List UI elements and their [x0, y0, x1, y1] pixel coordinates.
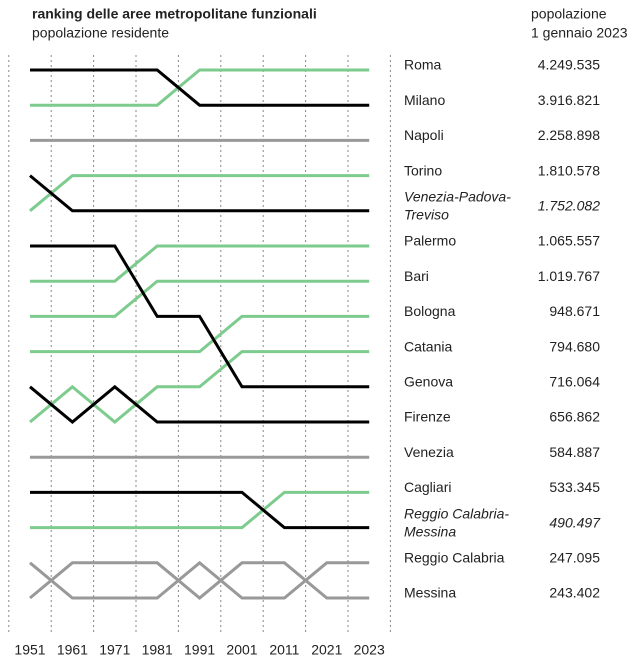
rank-line	[30, 244, 370, 283]
population-label: 247.095	[549, 550, 600, 566]
series-label: Messina	[404, 585, 456, 601]
series-label: Roma	[404, 57, 442, 73]
population-label: 2.258.898	[538, 127, 600, 143]
chart-subtitle: popolazione residente	[32, 25, 169, 41]
series-label: Milano	[404, 92, 445, 108]
series-label: Firenze	[404, 409, 451, 425]
rank-line	[29, 350, 370, 424]
population-label: 948.671	[549, 303, 600, 319]
series-label: Cagliari	[404, 479, 451, 495]
value-header: popolazione	[531, 6, 607, 22]
rank-line	[29, 174, 370, 213]
series-label: Genova	[404, 374, 453, 390]
rank-line	[29, 560, 370, 600]
rank-line	[29, 174, 370, 212]
population-label: 656.862	[549, 409, 600, 425]
series-label: Messina	[404, 523, 456, 539]
population-label: 1.019.767	[538, 268, 600, 284]
rank-line	[29, 561, 370, 600]
population-label: 243.402	[549, 585, 600, 601]
population-label: 1.065.557	[538, 233, 600, 249]
population-label: 1.752.082	[538, 198, 600, 214]
x-tick-label: 1961	[57, 642, 88, 658]
population-label: 3.916.821	[538, 92, 600, 108]
series-label: Venezia-Padova-	[404, 189, 511, 205]
x-tick-label: 1951	[14, 642, 45, 658]
series-label: Venezia	[404, 444, 454, 460]
series-label: Napoli	[404, 127, 444, 143]
series-label: Bologna	[404, 303, 456, 319]
series-label: Reggio Calabria-	[404, 505, 509, 521]
population-label: 4.249.535	[538, 57, 600, 73]
rank-line	[30, 314, 370, 354]
series-label: Treviso	[404, 207, 449, 223]
series-label: Catania	[404, 338, 452, 354]
rank-line	[30, 490, 370, 530]
x-tick-label: 1971	[99, 642, 130, 658]
population-label: 716.064	[549, 374, 600, 390]
rank-line	[30, 244, 370, 389]
rank-line	[30, 68, 370, 107]
value-header: 1 gennaio 2023	[531, 25, 628, 41]
population-label: 533.345	[549, 479, 600, 495]
x-tick-label: 2011	[269, 642, 299, 658]
x-tick-label: 2023	[354, 642, 385, 658]
series-label: Torino	[404, 162, 442, 178]
x-tick-label: 2021	[311, 642, 342, 658]
series-label: Palermo	[404, 233, 456, 249]
rank-line	[29, 384, 370, 424]
x-tick-label: 1981	[142, 642, 173, 658]
rank-line	[30, 490, 370, 530]
rank-line	[30, 279, 370, 318]
x-tick-label: 2001	[226, 642, 257, 658]
population-label: 584.887	[549, 444, 600, 460]
population-label: 794.680	[549, 338, 600, 354]
population-label: 1.810.578	[538, 162, 600, 178]
series-label: Reggio Calabria	[404, 550, 505, 566]
series-label: Bari	[404, 268, 429, 284]
rank-line	[30, 68, 370, 107]
x-tick-label: 1991	[184, 642, 215, 658]
chart-title: ranking delle aree metropolitane funzion…	[32, 6, 317, 22]
population-label: 490.497	[549, 514, 601, 530]
